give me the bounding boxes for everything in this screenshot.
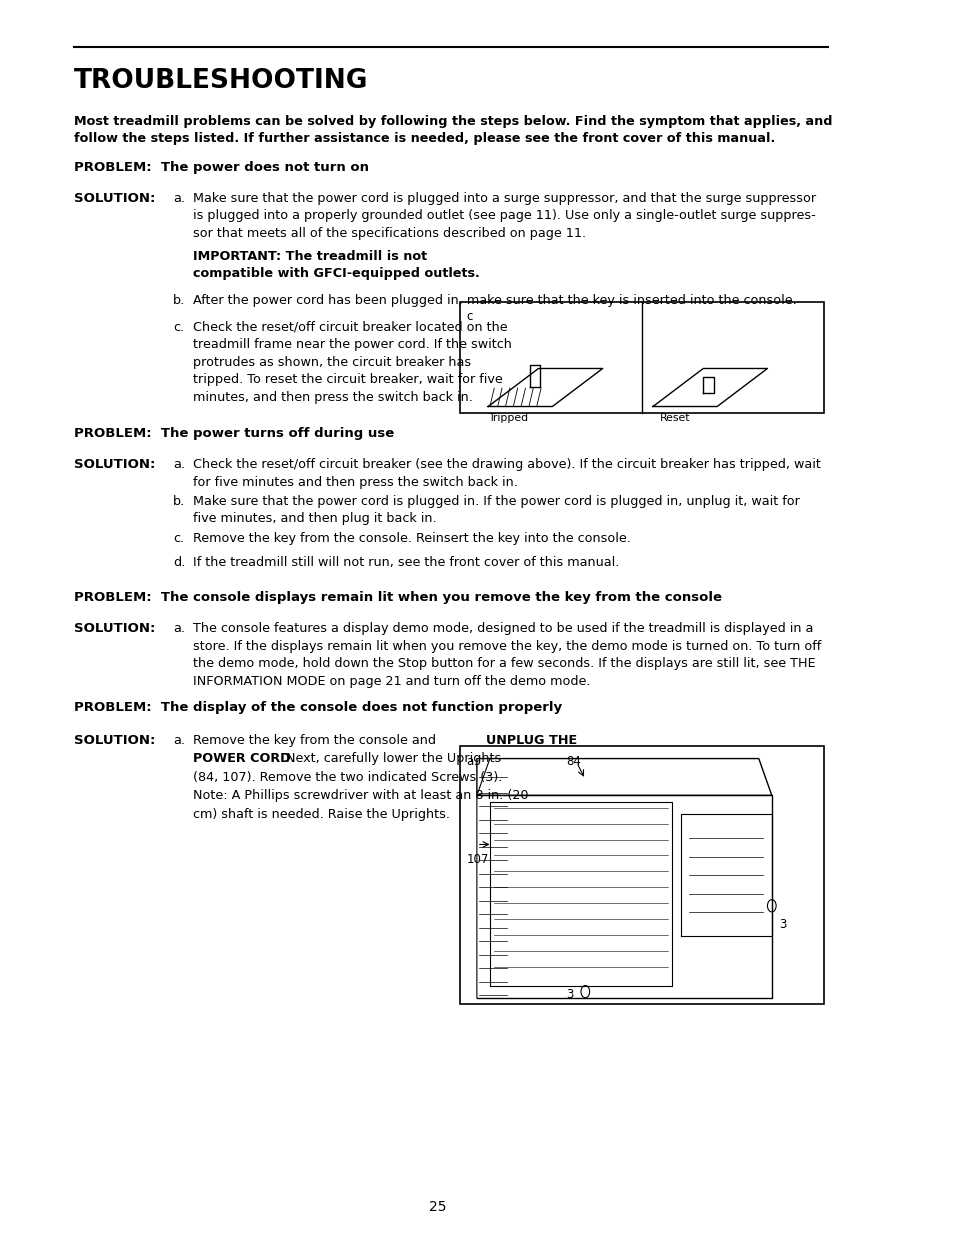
- Text: a.: a.: [173, 622, 185, 635]
- Text: c.: c.: [173, 321, 184, 333]
- Text: PROBLEM:  The power turns off during use: PROBLEM: The power turns off during use: [73, 427, 394, 441]
- Text: 3: 3: [566, 988, 573, 1000]
- Text: Check the reset/off circuit breaker located on the
treadmill frame near the powe: Check the reset/off circuit breaker loca…: [193, 321, 512, 404]
- Text: Make sure that the power cord is plugged into a surge suppressor, and that the s: Make sure that the power cord is plugged…: [193, 191, 816, 240]
- Text: a: a: [466, 755, 474, 768]
- Text: a.: a.: [173, 734, 185, 747]
- Text: POWER CORD.: POWER CORD.: [193, 752, 295, 766]
- Text: a.: a.: [173, 191, 185, 205]
- Text: 3: 3: [778, 918, 785, 931]
- Text: Remove the key from the console and: Remove the key from the console and: [193, 734, 439, 747]
- Text: Next, carefully lower the Uprights: Next, carefully lower the Uprights: [281, 752, 500, 766]
- Text: Most treadmill problems can be solved by following the steps below. Find the sym: Most treadmill problems can be solved by…: [73, 115, 831, 144]
- Text: PROBLEM:  The display of the console does not function properly: PROBLEM: The display of the console does…: [73, 701, 561, 714]
- Text: b.: b.: [173, 294, 186, 306]
- Text: SOLUTION:: SOLUTION:: [73, 191, 154, 205]
- Text: SOLUTION:: SOLUTION:: [73, 734, 154, 747]
- Text: The console features a display demo mode, designed to be used if the treadmill i: The console features a display demo mode…: [193, 622, 821, 688]
- Text: Note: A Phillips screwdriver with at least an 8 in. (20: Note: A Phillips screwdriver with at lea…: [193, 789, 528, 803]
- Text: b.: b.: [173, 495, 186, 508]
- Text: Tripped: Tripped: [488, 412, 528, 422]
- Text: Remove the key from the console. Reinsert the key into the console.: Remove the key from the console. Reinser…: [193, 531, 631, 545]
- Text: UNPLUG THE: UNPLUG THE: [486, 734, 577, 747]
- Text: c.: c.: [173, 531, 184, 545]
- Text: a.: a.: [173, 458, 185, 471]
- Text: c: c: [466, 310, 473, 322]
- Text: Reset: Reset: [659, 412, 690, 422]
- Text: PROBLEM:  The console displays remain lit when you remove the key from the conso: PROBLEM: The console displays remain lit…: [73, 590, 720, 604]
- Text: IMPORTANT: The treadmill is not
compatible with GFCI-equipped outlets.: IMPORTANT: The treadmill is not compatib…: [193, 249, 479, 280]
- Bar: [459, 746, 823, 1004]
- Text: If the treadmill still will not run, see the front cover of this manual.: If the treadmill still will not run, see…: [193, 556, 619, 569]
- Text: TROUBLESHOOTING: TROUBLESHOOTING: [73, 68, 368, 94]
- Text: SOLUTION:: SOLUTION:: [73, 458, 154, 471]
- Text: 107: 107: [466, 853, 488, 866]
- Text: 84: 84: [566, 755, 580, 768]
- Text: SOLUTION:: SOLUTION:: [73, 622, 154, 635]
- Bar: [459, 303, 823, 412]
- Text: cm) shaft is needed. Raise the Uprights.: cm) shaft is needed. Raise the Uprights.: [193, 808, 450, 820]
- Text: Check the reset/off circuit breaker (see the drawing above). If the circuit brea: Check the reset/off circuit breaker (see…: [193, 458, 821, 489]
- Text: 25: 25: [429, 1200, 446, 1214]
- Text: d.: d.: [173, 556, 186, 569]
- Text: After the power cord has been plugged in, make sure that the key is inserted int: After the power cord has been plugged in…: [193, 294, 796, 306]
- Text: PROBLEM:  The power does not turn on: PROBLEM: The power does not turn on: [73, 162, 368, 174]
- Text: Make sure that the power cord is plugged in. If the power cord is plugged in, un: Make sure that the power cord is plugged…: [193, 495, 800, 525]
- Text: (84, 107). Remove the two indicated Screws (3).: (84, 107). Remove the two indicated Scre…: [193, 771, 502, 784]
